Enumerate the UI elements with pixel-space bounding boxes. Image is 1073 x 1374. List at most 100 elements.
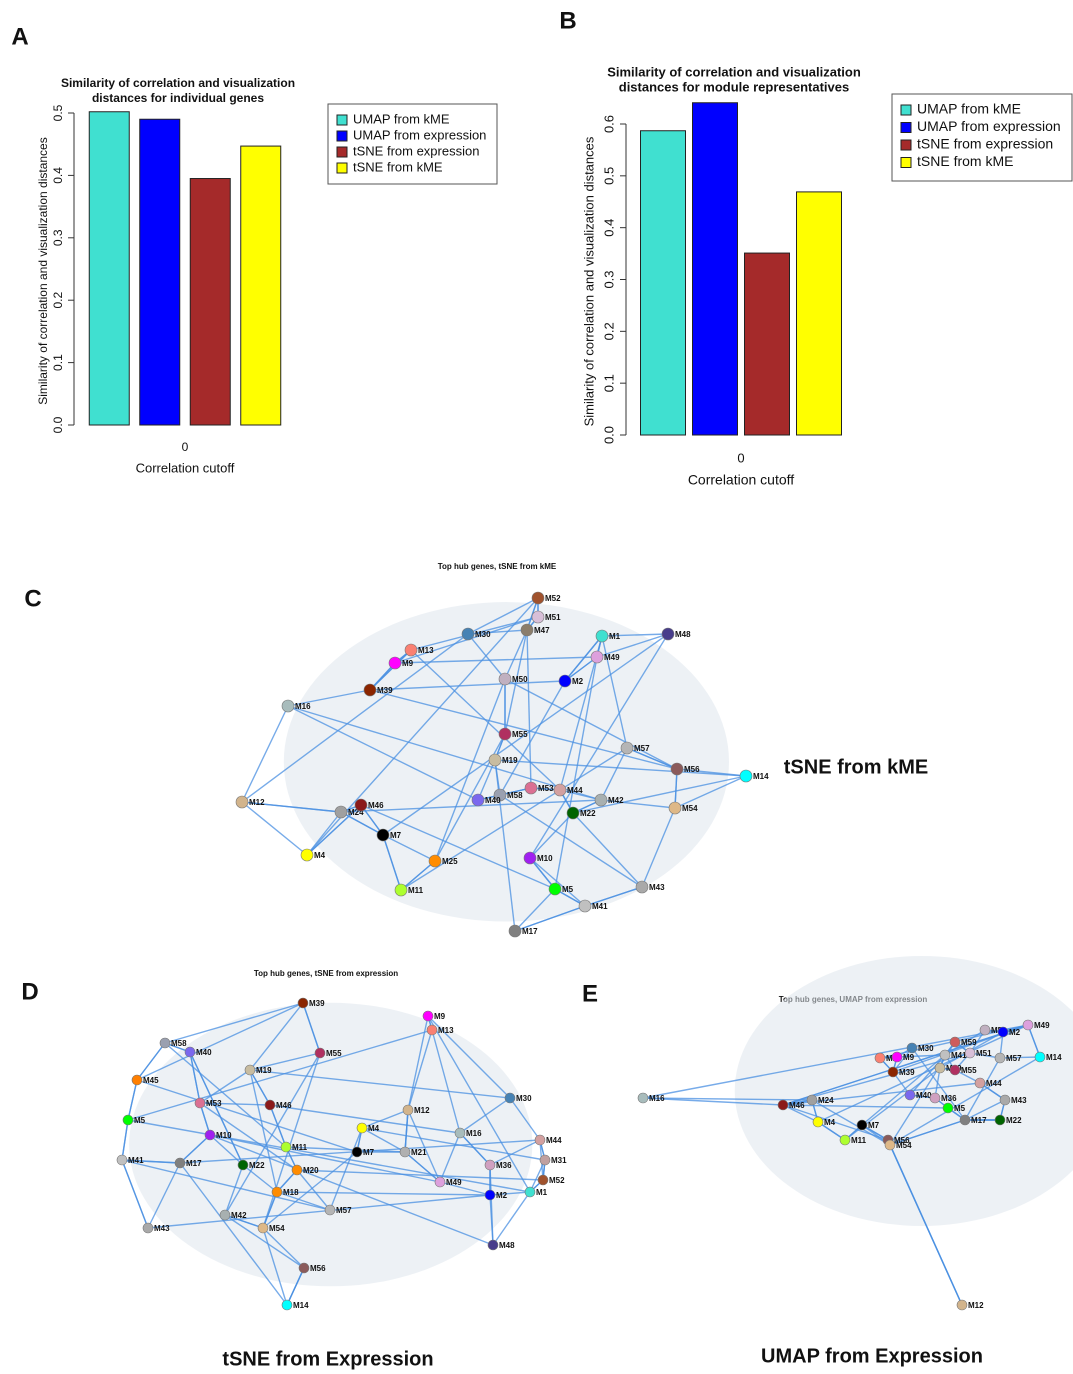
hub-label: M11	[408, 886, 424, 895]
hub-label: M13	[438, 1026, 454, 1035]
hub-node	[979, 1024, 991, 1036]
hub-node	[578, 899, 592, 913]
hub-label: M49	[446, 1178, 462, 1187]
hub-label: M4	[824, 1118, 836, 1127]
edge	[269, 1104, 461, 1134]
edge	[369, 649, 412, 691]
hub-label: M55	[326, 1049, 342, 1058]
hub-node	[194, 1097, 206, 1109]
y-tick-label: 0.1	[51, 354, 65, 371]
edge	[127, 1079, 138, 1121]
edge	[529, 812, 574, 859]
hub-node	[1022, 1019, 1034, 1031]
edge	[999, 1056, 1041, 1059]
hub-label: M56	[894, 1136, 910, 1145]
hub-label: M55	[512, 730, 528, 739]
edge	[489, 1139, 541, 1166]
hub-node	[1034, 1051, 1046, 1063]
hub-label: M54	[896, 1141, 912, 1150]
edge	[489, 1164, 494, 1246]
hub-label: M16	[295, 702, 311, 711]
hub-label: M24	[818, 1096, 834, 1105]
hub-label: M52	[545, 594, 561, 603]
edge	[241, 801, 308, 856]
edge	[964, 1099, 1006, 1121]
edge	[407, 1029, 433, 1111]
edge	[361, 1127, 406, 1153]
hub-node	[884, 1139, 896, 1151]
edge	[410, 649, 561, 791]
legend-box	[891, 93, 1073, 182]
edge	[404, 1109, 409, 1153]
hub-node	[426, 1024, 438, 1036]
hub-label: M40	[916, 1091, 932, 1100]
hub-label: M41	[951, 1051, 967, 1060]
edge	[287, 705, 602, 801]
edge	[127, 1119, 531, 1193]
hub-label: M51	[545, 613, 561, 622]
edge	[400, 747, 628, 891]
edge	[889, 1056, 1041, 1146]
hub-label: M19	[502, 756, 518, 765]
x-tick-label: 0	[737, 450, 744, 465]
edge	[600, 799, 676, 809]
edge	[296, 1169, 331, 1211]
legend-label: tSNE from expression	[917, 136, 1053, 152]
y-tick-label: 0.4	[601, 219, 616, 237]
hub-label: M11	[292, 1143, 308, 1152]
hub-label: M51	[976, 1049, 992, 1058]
hub-node	[670, 762, 684, 776]
panel-letter: E	[582, 980, 598, 1007]
hub-label: M56	[310, 1264, 326, 1273]
hub-node	[142, 1222, 154, 1234]
edge	[249, 1069, 511, 1099]
edge	[224, 1164, 244, 1216]
edge	[529, 1159, 546, 1193]
edge	[889, 1119, 966, 1146]
hub-node	[488, 753, 502, 767]
edge	[199, 1102, 298, 1171]
hub-label: M7	[868, 1121, 880, 1130]
legend-swatch	[900, 157, 912, 168]
hub-node	[839, 1134, 851, 1146]
hub-node	[388, 656, 402, 670]
edge	[287, 689, 371, 707]
hub-node	[566, 806, 580, 820]
caption: tSNE from kME	[784, 756, 928, 778]
edge	[189, 1051, 244, 1166]
hub-label: M50	[512, 675, 528, 684]
hub-node	[906, 1042, 918, 1054]
edge	[147, 1194, 491, 1229]
hub-node	[590, 650, 604, 664]
panel-letter: D	[21, 978, 38, 1005]
edge	[286, 1267, 305, 1306]
legend-label: tSNE from kME	[353, 159, 443, 174]
edge	[572, 775, 747, 814]
hub-node	[887, 1066, 899, 1078]
legend-box	[327, 103, 498, 185]
edge	[504, 629, 528, 680]
hub-node	[257, 1222, 269, 1234]
hub-label: M11	[851, 1136, 867, 1145]
edge	[782, 1024, 1029, 1106]
edge	[467, 597, 539, 635]
hub-node	[994, 1052, 1006, 1064]
hub-label: M39	[899, 1068, 915, 1077]
hub-label: M19	[256, 1066, 272, 1075]
edge	[427, 1015, 531, 1193]
y-tick-label: 0.1	[601, 374, 616, 392]
legend-label: tSNE from expression	[353, 143, 479, 158]
hub-label: M53	[206, 1099, 222, 1108]
edge	[199, 1102, 211, 1136]
hub-label: M21	[411, 1148, 427, 1157]
y-axis-label: Similarity of correlation and visualizat…	[36, 137, 50, 404]
edge	[529, 633, 669, 859]
hub-node	[956, 1299, 968, 1311]
edge	[262, 1191, 278, 1229]
hub-node	[493, 788, 507, 802]
hub-label: M7	[390, 831, 402, 840]
edge	[817, 1121, 846, 1141]
edge	[369, 680, 566, 691]
hub-label: M44	[546, 1136, 562, 1145]
